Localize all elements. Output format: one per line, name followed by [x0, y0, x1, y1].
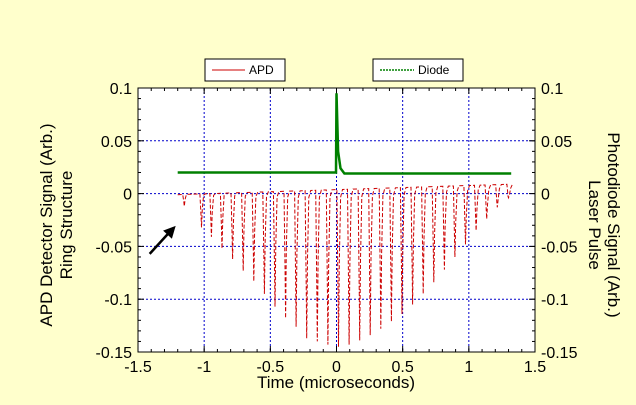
x-tick-label: 1 [464, 359, 473, 376]
x-tick-label: 0.5 [392, 359, 414, 376]
legend-diode: Diode [372, 58, 464, 82]
y-left-tick-label: -0.1 [104, 292, 132, 309]
x-tick-label: -1.5 [124, 359, 152, 376]
tick-marks [137, 87, 536, 353]
y-right-tick-label: -0.15 [541, 345, 578, 362]
x-tick-label: 1.5 [524, 359, 546, 376]
y-right-tick-label: 0.05 [541, 134, 572, 151]
y-right-tick-label: -0.05 [541, 239, 578, 256]
legend-apd-label: APD [249, 63, 274, 77]
y-left-axis-title-line1: APD Detector Signal (Arb.) [37, 123, 56, 326]
x-tick-label: 0 [332, 359, 341, 376]
y-right-tick-labels: 0.1 0.05 0 -0.05 -0.1 -0.15 [541, 81, 578, 362]
arrow-head [163, 225, 176, 239]
x-tick-label: -1 [197, 359, 211, 376]
y-left-axis-title-line2: Ring Structure [57, 171, 76, 280]
y-right-axis-title-line1: Photodiode Signal (Arb.) [604, 132, 623, 317]
y-right-tick-label: -0.1 [541, 292, 569, 309]
y-left-tick-label: 0.1 [110, 81, 132, 98]
legend-diode-box [372, 58, 464, 82]
gridlines [138, 88, 535, 352]
x-tick-labels: -1.5 -1 -0.5 0 0.5 1 1.5 [124, 359, 546, 376]
y-left-tick-label: 0 [123, 187, 132, 204]
x-tick-label: -0.5 [257, 359, 285, 376]
y-left-tick-label: -0.15 [96, 345, 133, 362]
y-left-tick-labels: 0.1 0.05 0 -0.05 -0.1 -0.15 [96, 81, 133, 362]
y-left-tick-label: -0.05 [96, 239, 133, 256]
x-axis-title: Time (microseconds) [257, 373, 415, 392]
series-diode-line [177, 93, 512, 175]
arrow-shaft [148, 230, 172, 255]
legend-apd: APD [204, 58, 286, 82]
arrow-annotation [148, 225, 176, 255]
y-left-tick-label: 0.05 [101, 134, 132, 151]
y-right-axis-title-line2: Laser Pulse [585, 180, 604, 270]
legend-diode-label: Diode [418, 63, 450, 77]
y-right-tick-label: 0.1 [541, 81, 563, 98]
y-right-tick-label: 0 [541, 187, 550, 204]
series-apd-line [177, 183, 513, 347]
